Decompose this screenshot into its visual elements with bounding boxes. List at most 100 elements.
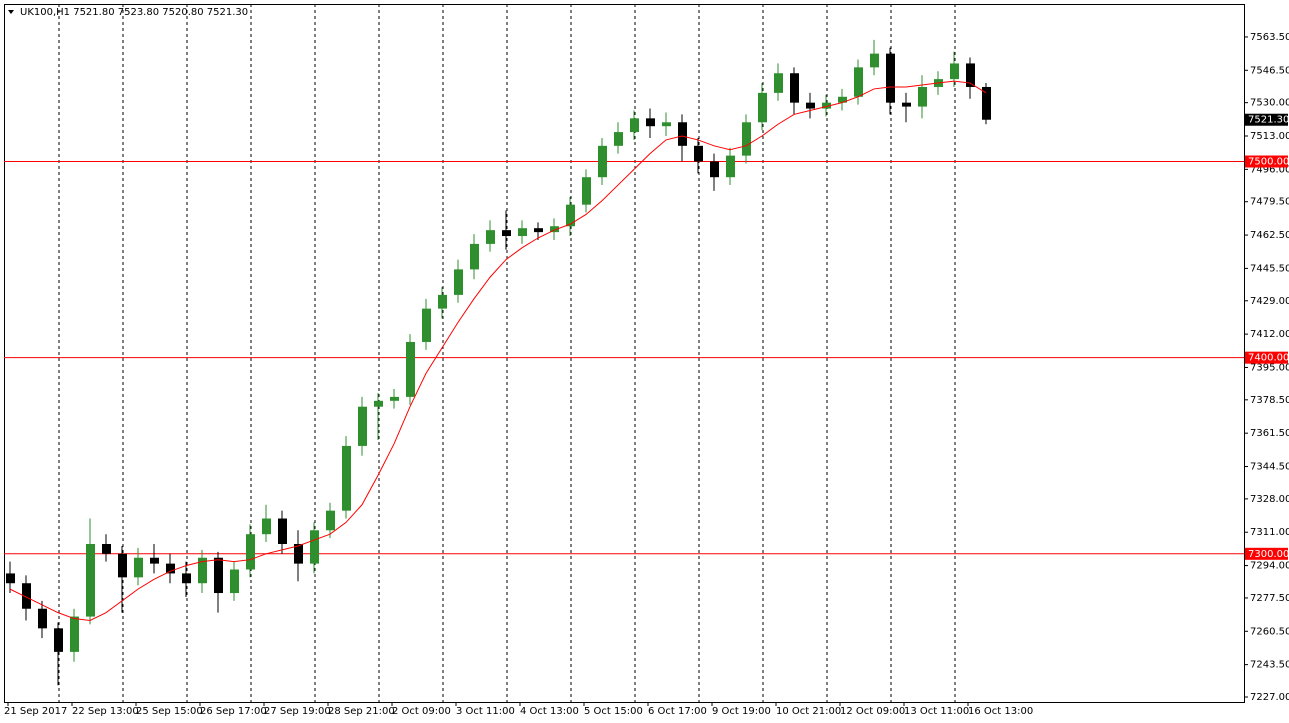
candle-body <box>198 557 207 584</box>
y-tick-label: 7260.50 <box>1250 626 1289 637</box>
candle-body <box>86 544 95 617</box>
candle-body <box>902 102 911 107</box>
level-tag <box>1245 155 1288 168</box>
y-tick-label: 7344.50 <box>1250 462 1289 473</box>
candle-body <box>758 92 767 123</box>
y-tick-label: 7530.00 <box>1250 98 1289 109</box>
candle-body <box>822 102 831 109</box>
y-tick-label: 7462.50 <box>1250 230 1289 241</box>
x-tick-label: 21 Sep 2017 <box>4 706 67 717</box>
candle-body <box>502 230 511 237</box>
y-tick-label: 7479.50 <box>1250 197 1289 208</box>
candle-body <box>534 228 543 233</box>
candle-body <box>598 145 607 178</box>
candle-body <box>742 122 751 156</box>
candle-body <box>950 63 959 80</box>
y-tick-label: 7277.50 <box>1250 593 1289 604</box>
moving-average <box>9 80 987 622</box>
y-tick-label: 7361.50 <box>1250 428 1289 439</box>
candle-body <box>230 569 239 594</box>
candle-body <box>214 557 223 594</box>
candle-body <box>390 396 399 401</box>
x-tick-label: 5 Oct 15:00 <box>584 706 643 717</box>
plot-frame <box>4 4 1245 703</box>
candle-body <box>38 608 47 629</box>
candle-body <box>678 122 687 146</box>
candle-body <box>662 122 671 127</box>
candle-body <box>982 86 991 120</box>
y-tick-label: 7546.50 <box>1250 65 1289 76</box>
x-tick-label: 28 Sep 21:00 <box>328 706 395 717</box>
y-tick-label: 7311.00 <box>1250 527 1289 538</box>
candle-body <box>102 544 111 554</box>
chart-header: UK100,H1 7521.80 7523.80 7520.80 7521.30 <box>20 7 248 18</box>
candle-body <box>550 226 559 233</box>
candle-body <box>966 63 975 87</box>
y-tick-label: 7294.00 <box>1250 561 1289 572</box>
candle-body <box>918 86 927 107</box>
candle-body <box>614 132 623 146</box>
x-tick-label: 10 Oct 21:00 <box>776 706 841 717</box>
candle-body <box>710 161 719 178</box>
level-tag <box>1245 547 1288 560</box>
candle-body <box>470 243 479 270</box>
x-tick-label: 6 Oct 17:00 <box>648 706 707 717</box>
level-label: 7300.00 <box>1248 549 1289 560</box>
candle-body <box>454 269 463 295</box>
y-tick-label: 7445.50 <box>1250 263 1289 274</box>
level-label: 7400.00 <box>1248 353 1289 364</box>
last-price-label: 7521.30 <box>1248 115 1289 126</box>
x-tick-label: 4 Oct 13:00 <box>520 706 579 717</box>
candle-body <box>6 573 15 584</box>
candle-body <box>582 177 591 205</box>
candle-body <box>310 530 319 564</box>
x-tick-label: 16 Oct 13:00 <box>968 706 1033 717</box>
y-tick-label: 7378.50 <box>1250 395 1289 406</box>
candle-body <box>166 563 175 574</box>
x-tick-label: 13 Oct 11:00 <box>904 706 969 717</box>
candle-body <box>694 145 703 162</box>
candle-body <box>70 616 79 652</box>
y-tick-label: 7513.00 <box>1250 131 1289 142</box>
x-tick-label: 9 Oct 19:00 <box>712 706 771 717</box>
x-tick-label: 26 Sep 17:00 <box>200 706 267 717</box>
candle-body <box>246 534 255 570</box>
x-tick-label: 3 Oct 11:00 <box>456 706 515 717</box>
candle-body <box>358 406 367 446</box>
x-tick-label: 22 Sep 13:00 <box>72 706 139 717</box>
candle-body <box>486 230 495 244</box>
x-tick-label: 12 Oct 09:00 <box>840 706 905 717</box>
candle-body <box>22 583 31 609</box>
y-tick-label: 7563.50 <box>1250 32 1289 43</box>
y-tick-label: 7496.00 <box>1250 164 1289 175</box>
candle-body <box>566 204 575 227</box>
level-label: 7500.00 <box>1248 157 1289 168</box>
last-price-tag <box>1245 113 1288 126</box>
candle-body <box>294 544 303 564</box>
candle-body <box>278 518 287 545</box>
menu-arrow <box>8 10 14 14</box>
y-tick-label: 7227.00 <box>1250 692 1289 703</box>
candle-body <box>342 445 351 511</box>
level-tag <box>1245 351 1288 364</box>
y-tick-label: 7243.50 <box>1250 660 1289 671</box>
candle-body <box>406 341 415 397</box>
candle-body <box>54 628 63 652</box>
candle-body <box>790 73 799 103</box>
y-tick-label: 7412.00 <box>1250 329 1289 340</box>
candle-body <box>630 118 639 133</box>
candle-body <box>726 155 735 178</box>
candle-body <box>134 557 143 578</box>
candle-body <box>150 557 159 564</box>
candle-body <box>374 400 383 407</box>
candle-body <box>870 53 879 68</box>
candle-body <box>518 228 527 237</box>
candle-body <box>438 294 447 309</box>
candle-body <box>422 308 431 342</box>
candle-body <box>326 510 335 531</box>
y-tick-label: 7429.00 <box>1250 296 1289 307</box>
candle-body <box>182 573 191 584</box>
y-tick-label: 7328.00 <box>1250 494 1289 505</box>
